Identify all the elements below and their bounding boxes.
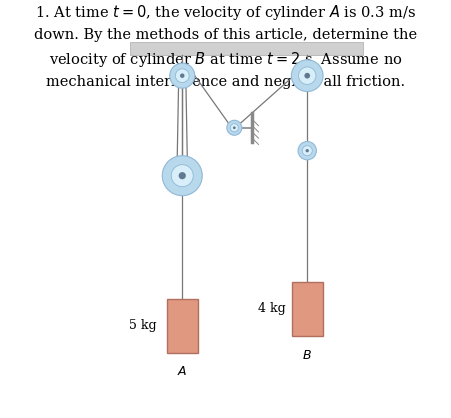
- Circle shape: [175, 69, 189, 83]
- Circle shape: [302, 145, 312, 156]
- Circle shape: [171, 165, 193, 187]
- Bar: [291, 282, 322, 336]
- Circle shape: [291, 60, 322, 92]
- Bar: [130, 42, 363, 55]
- Text: 5 kg: 5 kg: [128, 319, 156, 332]
- Circle shape: [230, 124, 238, 132]
- Circle shape: [226, 120, 241, 135]
- Text: $A$: $A$: [177, 365, 187, 378]
- Text: 1. At time $t=0$, the velocity of cylinder $A$ is 0.3 m/s
down. By the methods o: 1. At time $t=0$, the velocity of cylind…: [34, 3, 417, 89]
- Circle shape: [232, 126, 235, 129]
- Text: $B$: $B$: [302, 349, 312, 362]
- Circle shape: [297, 142, 316, 160]
- Text: 4 kg: 4 kg: [257, 303, 285, 316]
- Circle shape: [178, 172, 185, 179]
- Circle shape: [305, 149, 308, 152]
- Circle shape: [179, 74, 184, 78]
- Circle shape: [298, 67, 315, 84]
- Bar: [166, 298, 198, 353]
- Circle shape: [162, 155, 202, 196]
- Circle shape: [304, 73, 309, 79]
- Circle shape: [170, 63, 194, 88]
